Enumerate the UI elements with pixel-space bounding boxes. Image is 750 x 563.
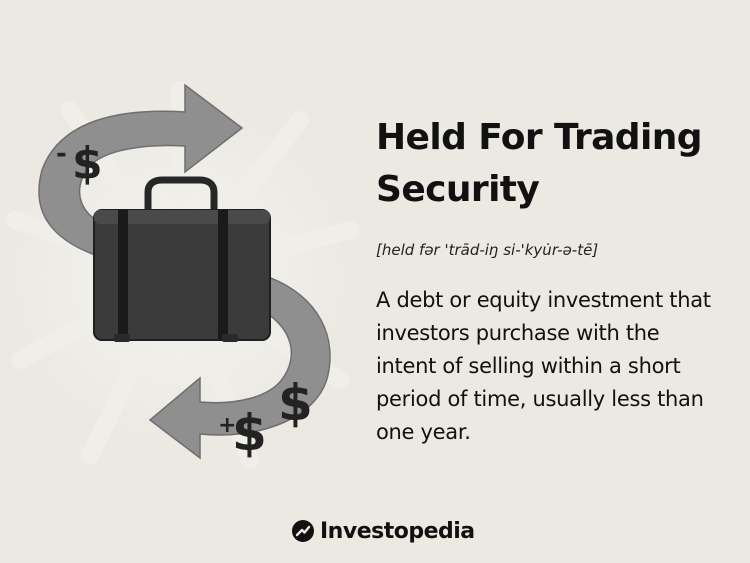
minus-sign: -: [56, 139, 67, 169]
brand-name: Investopedia: [320, 518, 475, 544]
illustration-svg: - $ + $ $: [5, 81, 359, 469]
dollar-sign-bottom-left: $: [232, 404, 267, 462]
dollar-sign-bottom-right: $: [278, 374, 313, 432]
plus-dollar-label: + $ $: [218, 374, 313, 462]
briefcase-icon: [93, 176, 271, 342]
pronunciation: [held fər 'trād-iŋ si-'kyu̇r-ə-tē]: [376, 241, 599, 259]
illustration: - $ + $ $: [0, 0, 360, 500]
definition-text: A debt or equity investment that investo…: [376, 288, 711, 444]
brand-logo[interactable]: Investopedia: [292, 514, 475, 548]
term-title: Held For Trading Security: [376, 117, 703, 210]
dollar-sign-top: $: [72, 138, 103, 189]
minus-dollar-label: - $: [56, 138, 103, 189]
investopedia-logo-icon: [292, 520, 314, 542]
plus-sign: +: [218, 413, 236, 438]
